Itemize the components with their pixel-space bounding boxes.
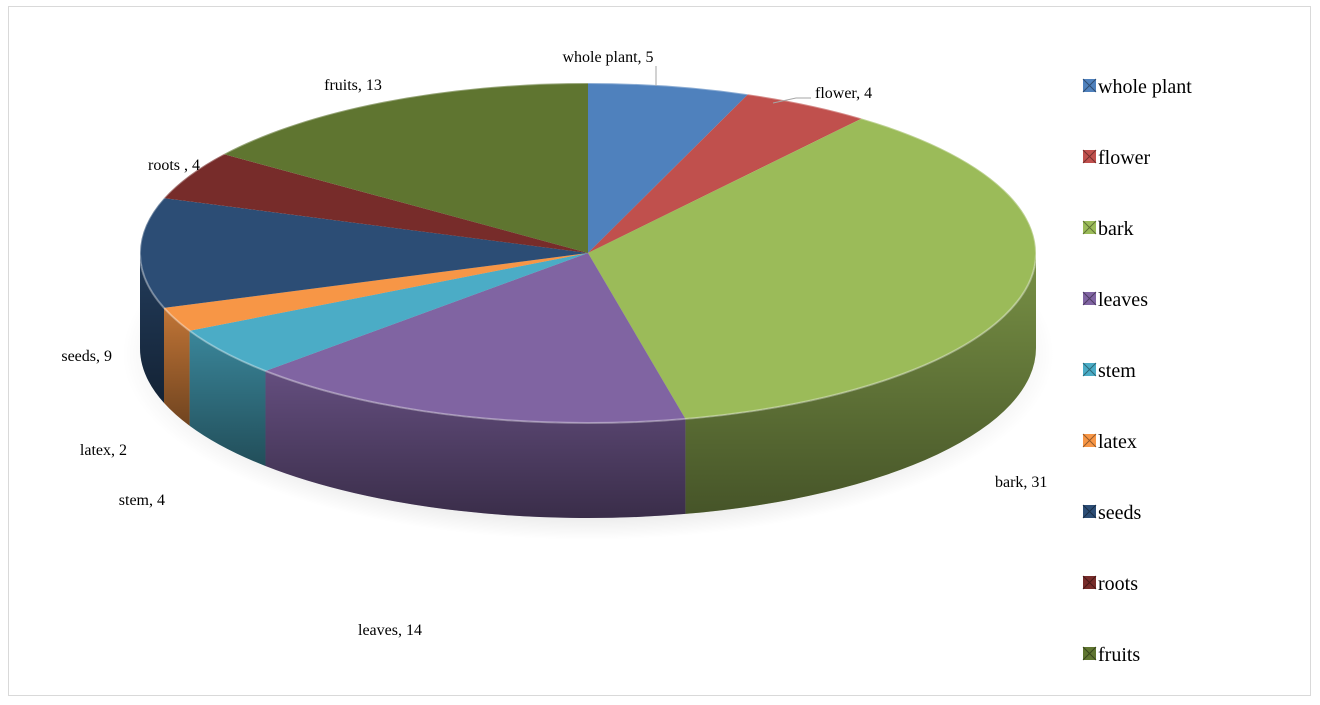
data-label-bark: bark, 31	[995, 474, 1047, 491]
pie-slice-leaves[interactable]	[265, 253, 686, 423]
pie-side-shade-bark	[685, 253, 1036, 514]
legend-item-stem[interactable]: stem	[1082, 360, 1136, 382]
legend-swatch-bevel-leaves	[1082, 291, 1097, 306]
data-label-whole-plant: whole plant, 5	[562, 49, 653, 66]
pie-slice-whole-plant[interactable]	[588, 83, 749, 253]
legend-label-seeds: seeds	[1098, 502, 1142, 524]
pie-side-shade-leaves	[265, 370, 686, 519]
pie-side-shade-latex	[163, 307, 190, 426]
legend-swatch-bevel-seeds	[1082, 504, 1097, 519]
pie-slice-fruits[interactable]	[223, 83, 589, 253]
legend-item-flower[interactable]: flower	[1082, 147, 1151, 169]
legend-swatch-bevel-bark	[1082, 220, 1097, 235]
data-label-flower: flower, 4	[815, 85, 872, 102]
pie-rim-highlight	[139, 82, 1037, 424]
legend-label-whole-plant: whole plant	[1098, 76, 1192, 98]
legend-swatch-bevel-roots	[1082, 575, 1097, 590]
pie-side-shade-stem	[189, 330, 266, 466]
pie-slice-bark[interactable]	[588, 118, 1037, 419]
leader-line-flower	[772, 97, 811, 104]
legend-swatch-bevel-whole-plant	[1082, 78, 1097, 93]
legend-label-leaves: leaves	[1098, 289, 1148, 311]
pie-slice-stem[interactable]	[189, 253, 589, 371]
data-label-stem: stem, 4	[119, 492, 165, 509]
legend-label-latex: latex	[1098, 431, 1137, 453]
data-label-roots: roots , 4	[148, 157, 200, 174]
legend-item-leaves[interactable]: leaves	[1082, 289, 1148, 311]
legend-label-roots: roots	[1098, 573, 1138, 595]
data-label-latex: latex, 2	[80, 442, 127, 459]
legend-swatch-bevel-latex	[1082, 433, 1097, 448]
legend-label-flower: flower	[1098, 147, 1151, 169]
legend-swatch-bevel-stem	[1082, 362, 1097, 377]
legend-item-roots[interactable]: roots	[1082, 573, 1138, 595]
data-label-fruits: fruits, 13	[324, 77, 382, 94]
pie-slice-flower[interactable]	[588, 94, 862, 254]
legend-item-seeds[interactable]: seeds	[1082, 502, 1142, 524]
data-label-seeds: seeds, 9	[61, 348, 112, 365]
legend-item-bark[interactable]: bark	[1082, 218, 1134, 240]
pie-slice-latex[interactable]	[163, 253, 588, 331]
pie-slice-roots[interactable]	[163, 154, 588, 253]
legend: whole plant flower bark leaves stem latex seed…	[1082, 76, 1192, 666]
data-label-leaves: leaves, 14	[358, 622, 422, 639]
legend-item-whole-plant[interactable]: whole plant	[1082, 76, 1192, 98]
legend-label-fruits: fruits	[1098, 644, 1140, 666]
legend-item-latex[interactable]: latex	[1082, 431, 1137, 453]
legend-swatch-bevel-flower	[1082, 149, 1097, 164]
legend-item-fruits[interactable]: fruits	[1082, 644, 1140, 666]
legend-label-bark: bark	[1098, 218, 1134, 240]
pie-slice-seeds[interactable]	[140, 198, 589, 308]
legend-swatch-bevel-fruits	[1082, 646, 1097, 661]
pie-side-shade-seeds	[140, 253, 164, 403]
legend-label-stem: stem	[1098, 360, 1136, 382]
